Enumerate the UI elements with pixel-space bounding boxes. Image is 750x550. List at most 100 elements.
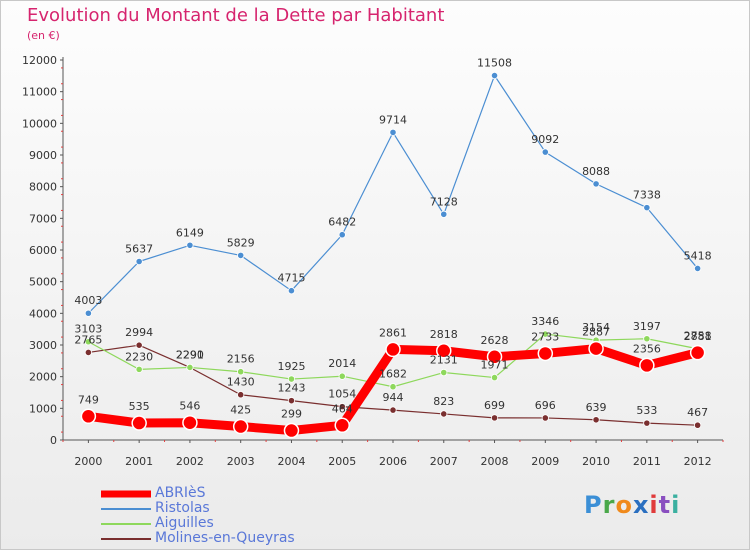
data-label-ristolas: 11508 [477, 57, 512, 70]
x-tick-label: 2004 [277, 455, 305, 468]
data-point-molines-en-queyras [338, 403, 346, 411]
legend-item-ristolas: Ristolas [101, 500, 361, 517]
data-label-aiguilles: 3346 [531, 315, 559, 328]
series-line-ristolas [87, 74, 699, 314]
data-point-ristolas [338, 231, 346, 239]
y-tick-label: 0 [50, 434, 57, 447]
y-tick-label: 8000 [29, 181, 57, 194]
data-label-abri-s: 2818 [430, 328, 458, 341]
data-point-abri-s [689, 344, 706, 361]
data-label-ristolas: 4003 [74, 294, 102, 307]
data-label-abri-s: 2628 [481, 334, 509, 347]
x-tick-label: 2001 [125, 455, 153, 468]
data-label-aiguilles: 3103 [74, 323, 102, 336]
data-label-molines-en-queyras: 823 [433, 395, 454, 408]
data-label-abri-s: 749 [78, 393, 99, 406]
x-tick-label: 2003 [227, 455, 255, 468]
data-point-abri-s [385, 341, 401, 358]
data-label-aiguilles: 1971 [481, 359, 509, 372]
data-point-ristolas [643, 204, 651, 212]
data-label-aiguilles: 2156 [227, 353, 255, 366]
data-point-aiguilles [84, 338, 92, 346]
data-label-molines-en-queyras: 944 [383, 391, 404, 404]
chart-title: Evolution du Montant de la Dette par Hab… [27, 5, 445, 26]
y-tick-label: 3000 [29, 339, 57, 352]
brand-letter: P [584, 491, 603, 519]
data-label-abri-s: 425 [230, 404, 251, 417]
data-label-aiguilles: 2014 [328, 357, 356, 370]
data-label-abri-s: 546 [179, 400, 200, 413]
legend-label-aiguilles: Aiguilles [155, 515, 214, 531]
data-point-molines-en-queyras [541, 414, 549, 422]
data-label-ristolas: 5829 [227, 236, 255, 249]
legend: ABRIèS Ristolas Aiguilles Molines-en-Que… [101, 485, 361, 547]
x-tick-label: 2002 [176, 455, 204, 468]
data-point-molines-en-queyras [389, 406, 397, 414]
chart-unit-label: (en €) [27, 29, 60, 42]
y-tick-label: 10000 [22, 117, 57, 130]
data-label-aiguilles: 2881 [684, 330, 712, 343]
data-label-abri-s: 2861 [379, 326, 407, 339]
data-label-molines-en-queyras: 2994 [125, 326, 153, 339]
data-label-abri-s: 464 [332, 402, 353, 415]
brand-letter: t [658, 491, 672, 519]
legend-label-ristolas: Ristolas [155, 500, 210, 516]
series-layer [80, 71, 706, 439]
data-point-aiguilles [135, 365, 143, 373]
data-point-aiguilles [440, 368, 448, 377]
data-label-aiguilles: 3197 [633, 320, 661, 333]
data-point-ristolas [541, 148, 549, 156]
data-point-abri-s [182, 414, 198, 431]
legend-swatch-molines [101, 538, 151, 540]
x-tick-label: 2006 [379, 455, 407, 468]
data-point-ristolas [237, 251, 245, 260]
data-label-molines-en-queyras: 639 [586, 401, 607, 414]
brand-logo: Proxiti [584, 491, 680, 519]
brand-letter: i [649, 491, 659, 519]
data-point-aiguilles [490, 373, 499, 382]
data-point-abri-s [80, 408, 97, 425]
data-label-molines-en-queyras: 467 [687, 406, 708, 419]
y-tick-label: 6000 [29, 244, 57, 257]
data-labels-layer: 2765 2994 2290 1430 1243 1054 944 823 699 696 639 5… [74, 57, 711, 421]
data-point-abri-s [131, 415, 147, 431]
x-tick-label: 2008 [481, 455, 509, 468]
y-tick-label: 7000 [29, 212, 57, 225]
legend-swatch-aiguilles [101, 523, 151, 525]
data-point-abri-s [232, 418, 249, 435]
data-point-ristolas [592, 180, 600, 188]
brand-letter: o [615, 491, 633, 519]
data-label-abri-s: 2758 [684, 330, 712, 343]
x-tick-label: 2005 [328, 455, 356, 468]
legend-label-abries: ABRIèS [155, 485, 206, 501]
data-label-ristolas: 5418 [684, 249, 712, 262]
x-tick-label: 2011 [633, 455, 661, 468]
data-point-aiguilles [186, 363, 194, 372]
data-point-ristolas [389, 128, 397, 136]
y-tick-label: 9000 [29, 149, 57, 162]
data-label-ristolas: 7128 [430, 195, 458, 208]
data-point-molines-en-queyras [592, 416, 600, 424]
data-point-molines-en-queyras [84, 348, 92, 357]
data-point-ristolas [186, 241, 194, 249]
data-label-ristolas: 6149 [176, 226, 204, 239]
data-label-abri-s: 2733 [531, 330, 559, 343]
data-point-molines-en-queyras [643, 419, 651, 427]
data-point-abri-s [486, 349, 503, 365]
data-point-molines-en-queyras [490, 414, 499, 422]
data-point-aiguilles [643, 335, 651, 343]
data-label-aiguilles: 2291 [176, 348, 204, 361]
data-point-ristolas [287, 287, 296, 295]
data-point-aiguilles [389, 383, 397, 391]
data-label-molines-en-queyras: 1243 [277, 382, 305, 395]
brand-letter: x [632, 491, 650, 519]
data-point-abri-s [639, 357, 655, 374]
x-tick-label: 2007 [430, 455, 458, 468]
x-tick-label: 2012 [684, 455, 712, 468]
brand-letter: i [671, 491, 681, 519]
data-label-abri-s: 2887 [582, 326, 610, 339]
legend-swatch-abries [101, 490, 151, 498]
legend-item-molines: Molines-en-Queyras [101, 530, 361, 547]
data-point-molines-en-queyras [237, 391, 245, 399]
legend-swatch-ristolas [101, 508, 151, 510]
